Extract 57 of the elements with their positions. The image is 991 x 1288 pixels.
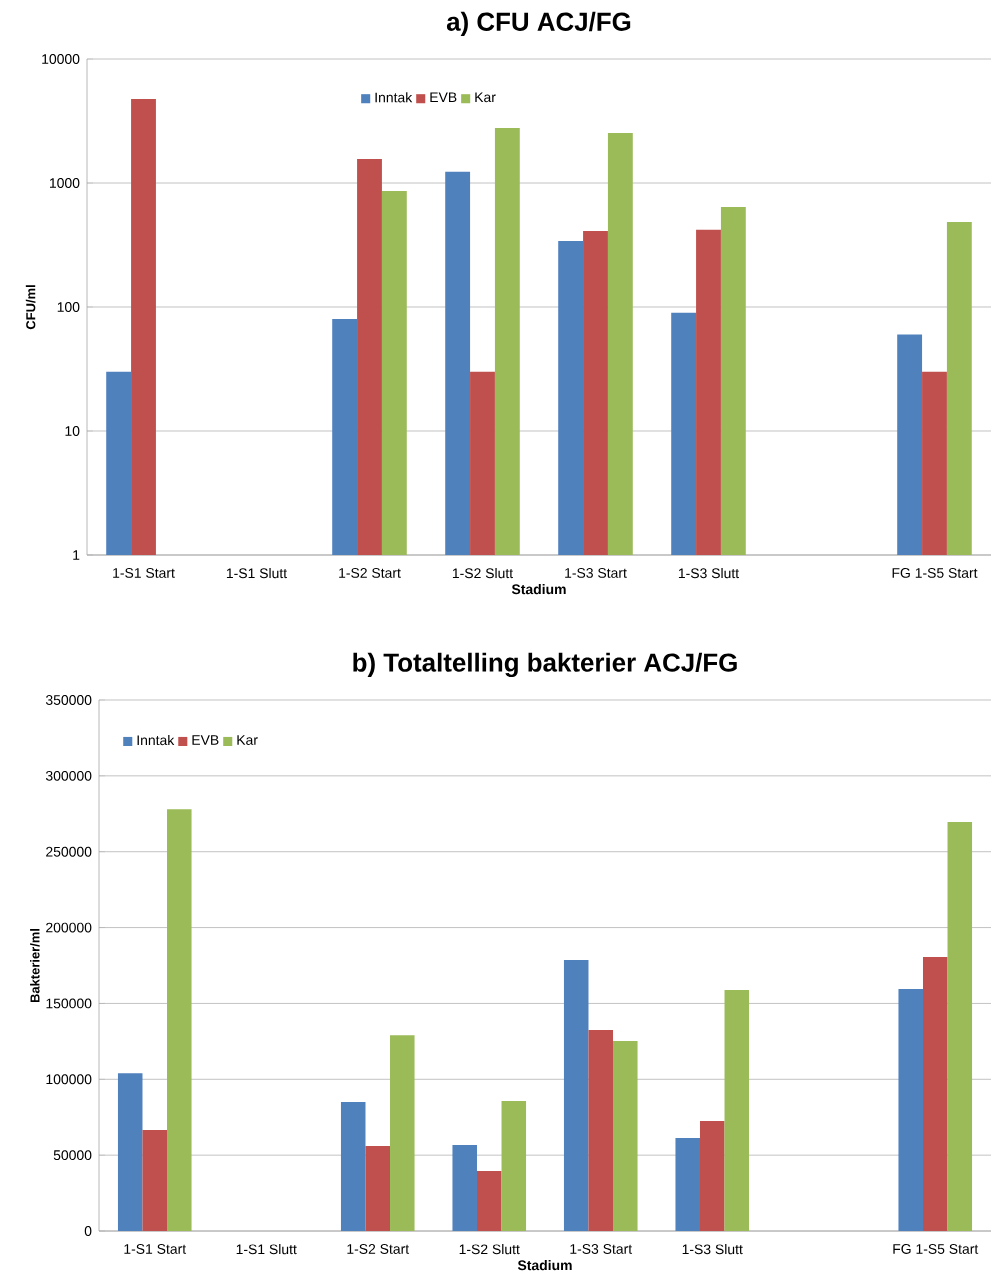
x-tick-label: 1-S1 Slutt <box>226 567 288 579</box>
legend-label: Inntak <box>137 734 175 746</box>
bar <box>898 989 923 1231</box>
bar <box>588 1029 614 1231</box>
bar <box>675 1138 700 1231</box>
x-tick-label: 1-S2 Slutt <box>452 567 514 579</box>
legend-label: Kar <box>475 92 496 103</box>
y-tick-label: 300000 <box>45 770 92 781</box>
legend-label: Inntak <box>375 92 413 103</box>
bar <box>613 1041 638 1231</box>
bar <box>724 989 750 1231</box>
x-tick-label: 1-S1 Start <box>113 568 175 578</box>
bar <box>563 960 589 1231</box>
legend-label: Kar <box>237 735 258 745</box>
bar <box>476 1171 502 1231</box>
y-tick-label: 250000 <box>46 846 92 857</box>
y-tick-label: 100000 <box>46 1074 92 1085</box>
chart-title: a) CFU ACJ/FG <box>446 11 631 37</box>
bar <box>340 1102 366 1231</box>
x-tick-label: 1-S3 Start <box>565 568 627 578</box>
chart-title: b) Totaltelling bakterier ACJ/FG <box>353 652 737 678</box>
bar <box>142 1129 168 1231</box>
x-axis-title: Stadium <box>517 1259 572 1271</box>
y-tick-label: 150000 <box>46 998 92 1009</box>
bar <box>922 957 948 1231</box>
bar <box>167 809 192 1231</box>
bar <box>947 821 973 1231</box>
y-tick-label: 350000 <box>45 695 92 705</box>
bar <box>699 1121 725 1231</box>
y-tick-label: 1000 <box>49 178 80 188</box>
x-tick-label: 1-S2 Start <box>347 1244 410 1254</box>
bar <box>365 1146 391 1231</box>
bar <box>390 1035 415 1231</box>
x-axis-title: Stadium <box>511 583 566 595</box>
x-tick-label: FG 1-S5 Start <box>893 1244 979 1254</box>
legend-label: EVB <box>192 735 219 745</box>
x-tick-label: 1-S2 Slutt <box>459 1244 520 1255</box>
bar <box>501 1100 527 1231</box>
legend-label: EVB <box>430 92 457 103</box>
y-tick-label: 100 <box>57 302 80 312</box>
x-tick-label: 1-S3 Slutt <box>682 1244 743 1255</box>
y-tick-label: 1 <box>73 550 80 560</box>
y-tick-label: 200000 <box>46 922 92 933</box>
x-tick-label: 1-S3 Start <box>570 1244 633 1254</box>
y-axis-title: CFU/ml <box>25 285 36 330</box>
x-tick-label: FG 1-S5 Start <box>892 568 978 578</box>
x-tick-label: 1-S1 Start <box>124 1244 187 1254</box>
bar <box>117 1073 143 1231</box>
y-tick-label: 10 <box>65 426 80 436</box>
x-tick-label: 1-S1 Slutt <box>236 1244 297 1255</box>
x-tick-label: 1-S2 Start <box>339 568 401 578</box>
bar <box>452 1144 477 1231</box>
y-axis-title: Bakterier/ml <box>30 928 40 1003</box>
y-tick-label: 10000 <box>42 54 80 64</box>
y-tick-label: 0 <box>84 1226 92 1236</box>
y-tick-label: 50000 <box>53 1150 92 1161</box>
x-tick-label: 1-S3 Slutt <box>678 567 740 579</box>
